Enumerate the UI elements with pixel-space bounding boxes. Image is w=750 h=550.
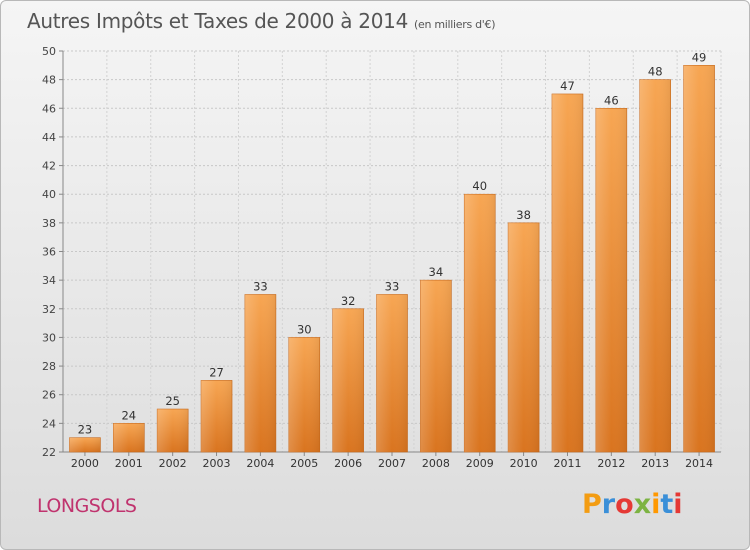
bar-shade-2010 bbox=[508, 222, 540, 452]
logo-letter: P bbox=[582, 489, 602, 520]
bar-shade-2013 bbox=[639, 79, 671, 453]
value-label: 23 bbox=[78, 423, 93, 437]
y-tick-label: 30 bbox=[42, 331, 56, 344]
bar-shade-2011 bbox=[551, 93, 583, 452]
x-tick-label: 2008 bbox=[422, 457, 450, 470]
logo-letter: i bbox=[651, 489, 661, 520]
y-tick-label: 36 bbox=[42, 246, 56, 259]
bar-shade-2002 bbox=[157, 409, 189, 452]
y-tick-label: 38 bbox=[42, 217, 56, 230]
value-label: 46 bbox=[604, 93, 619, 107]
value-label: 24 bbox=[121, 408, 136, 422]
town-name: LONGSOLS bbox=[37, 495, 137, 517]
value-label: 48 bbox=[648, 65, 663, 79]
bar-shade-2014 bbox=[683, 65, 715, 453]
proxiti-logo[interactable]: Proxiti bbox=[582, 489, 683, 520]
chart-title-text: Autres Impôts et Taxes de 2000 à 2014 bbox=[27, 9, 408, 33]
x-tick-label: 2011 bbox=[553, 457, 581, 470]
y-tick-label: 28 bbox=[42, 360, 56, 373]
y-tick-label: 24 bbox=[42, 417, 56, 430]
bar-shade-2000 bbox=[69, 437, 101, 452]
bar-shade-2006 bbox=[332, 308, 364, 452]
value-label: 33 bbox=[385, 279, 400, 293]
x-tick-label: 2004 bbox=[246, 457, 274, 470]
y-tick-label: 26 bbox=[42, 389, 56, 402]
x-tick-label: 2014 bbox=[685, 457, 713, 470]
x-tick-label: 2007 bbox=[378, 457, 406, 470]
x-tick-label: 2013 bbox=[641, 457, 669, 470]
bar-shade-2004 bbox=[244, 294, 276, 452]
value-label: 38 bbox=[516, 208, 531, 222]
bar-shade-2005 bbox=[288, 337, 320, 452]
y-tick-label: 40 bbox=[42, 188, 56, 201]
bar-shade-2012 bbox=[595, 108, 627, 453]
bar-shade-2003 bbox=[201, 380, 233, 452]
logo-letter: o bbox=[615, 489, 634, 520]
x-tick-label: 2010 bbox=[510, 457, 538, 470]
value-label: 34 bbox=[429, 265, 444, 279]
value-label: 25 bbox=[165, 394, 180, 408]
x-tick-label: 2002 bbox=[159, 457, 187, 470]
value-label: 40 bbox=[472, 179, 487, 193]
bar-shade-2007 bbox=[376, 294, 408, 452]
logo-letter: i bbox=[673, 489, 683, 520]
x-tick-label: 2009 bbox=[466, 457, 494, 470]
y-tick-label: 44 bbox=[42, 131, 56, 144]
chart-title: Autres Impôts et Taxes de 2000 à 2014 (en… bbox=[27, 9, 495, 33]
y-tick-label: 34 bbox=[42, 274, 56, 287]
bar-shade-2008 bbox=[420, 280, 452, 452]
y-tick-label: 46 bbox=[42, 102, 56, 115]
logo-letter: t bbox=[660, 489, 674, 520]
value-label: 32 bbox=[341, 294, 356, 308]
bar-layer bbox=[69, 65, 715, 453]
bar-shade-2009 bbox=[464, 194, 496, 452]
x-tick-label: 2003 bbox=[203, 457, 231, 470]
logo-letter: x bbox=[633, 489, 652, 520]
x-tick-label: 2012 bbox=[597, 457, 625, 470]
value-label: 27 bbox=[209, 365, 224, 379]
value-label: 30 bbox=[297, 322, 312, 336]
x-tick-label: 2000 bbox=[71, 457, 99, 470]
chart-unit: (en milliers d'€) bbox=[414, 18, 496, 31]
y-tick-label: 48 bbox=[42, 74, 56, 87]
y-tick-label: 50 bbox=[42, 45, 56, 58]
logo-letter: r bbox=[601, 489, 616, 520]
value-label: 33 bbox=[253, 279, 268, 293]
y-tick-label: 42 bbox=[42, 160, 56, 173]
x-tick-label: 2005 bbox=[290, 457, 318, 470]
y-tick-label: 32 bbox=[42, 303, 56, 316]
value-label: 47 bbox=[560, 79, 575, 93]
x-tick-label: 2001 bbox=[115, 457, 143, 470]
bar-shade-2001 bbox=[113, 423, 145, 452]
label-layer: 23 24 25 27 33 30 32 33 34 40 38 47 46 48 49 bbox=[78, 50, 707, 436]
value-label: 49 bbox=[692, 50, 707, 64]
x-tick-label: 2006 bbox=[334, 457, 362, 470]
axis-layer: 22 24 26 28 30 32 34 36 38 40 42 44 46 48 50 2000 2001 20… bbox=[42, 45, 721, 470]
y-tick-label: 22 bbox=[42, 446, 56, 459]
